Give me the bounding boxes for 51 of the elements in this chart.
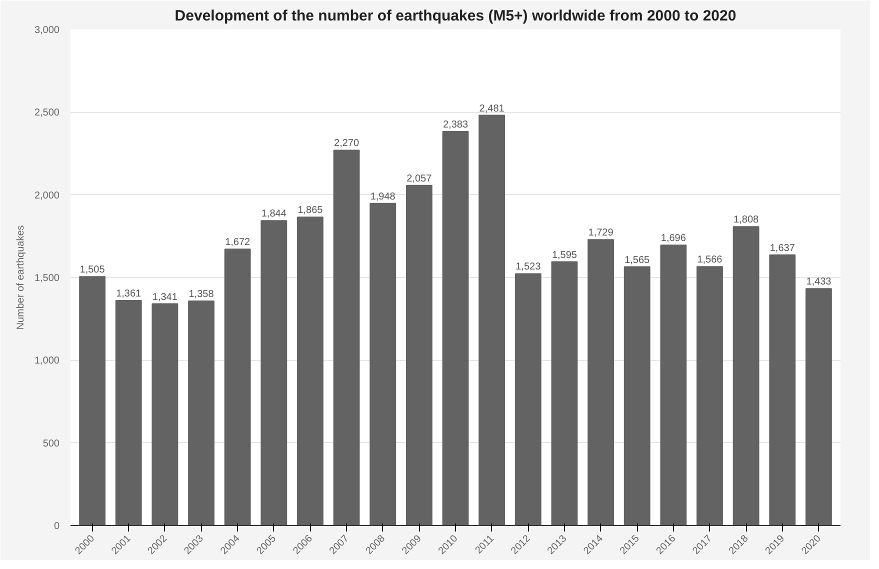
data-label: 1,672 (225, 237, 251, 248)
bar (551, 261, 578, 526)
y-tick-label: 1,500 (34, 273, 60, 284)
bar (188, 300, 214, 526)
y-tick-label: 3,000 (34, 25, 60, 36)
y-axis-title: Number of earthquakes (15, 225, 26, 330)
bar (514, 273, 542, 526)
bar (478, 114, 506, 526)
y-tick-label: 0 (54, 521, 60, 532)
data-label: 1,523 (516, 262, 542, 273)
data-label: 2,057 (406, 173, 432, 184)
data-label: 1,808 (734, 214, 760, 226)
bar (115, 300, 142, 526)
bar (297, 216, 324, 526)
y-tick-label: 1,000 (34, 356, 60, 367)
data-label: 1,341 (152, 292, 178, 303)
data-label: 1,948 (370, 191, 396, 202)
data-label: 1,566 (697, 254, 723, 266)
data-label: 2,481 (479, 103, 505, 114)
bar (805, 288, 832, 526)
y-tick-label: 2,500 (34, 108, 60, 119)
data-label: 1,729 (588, 228, 614, 239)
bar (152, 303, 178, 526)
data-label: 1,637 (770, 242, 796, 254)
bar (732, 226, 760, 526)
data-label: 1,358 (188, 288, 214, 300)
bar (406, 184, 432, 526)
bar (224, 248, 251, 526)
bar (769, 254, 796, 526)
bar (588, 239, 614, 526)
data-label: 2,383 (442, 120, 468, 131)
data-label: 2,270 (334, 138, 360, 150)
bar (696, 266, 723, 526)
data-label: 1,595 (552, 250, 578, 261)
chart-title: Development of the number of earthquakes (M5+) worldwide from 2000 to 2020 (174, 8, 736, 24)
bar (79, 276, 106, 526)
data-label: 1,505 (80, 264, 106, 276)
bar (333, 150, 360, 526)
bar (660, 244, 687, 526)
y-tick-label: 500 (42, 438, 60, 450)
y-tick-label: 2,000 (34, 190, 60, 202)
bar (442, 131, 469, 526)
data-label: 1,565 (624, 254, 650, 266)
bar (624, 266, 650, 526)
data-label: 1,433 (806, 276, 832, 288)
bar (370, 202, 396, 526)
data-label: 1,865 (298, 205, 324, 216)
data-label: 1,696 (660, 233, 686, 244)
data-label: 1,844 (261, 208, 287, 220)
bar (260, 220, 288, 526)
data-label: 1,361 (116, 288, 142, 300)
